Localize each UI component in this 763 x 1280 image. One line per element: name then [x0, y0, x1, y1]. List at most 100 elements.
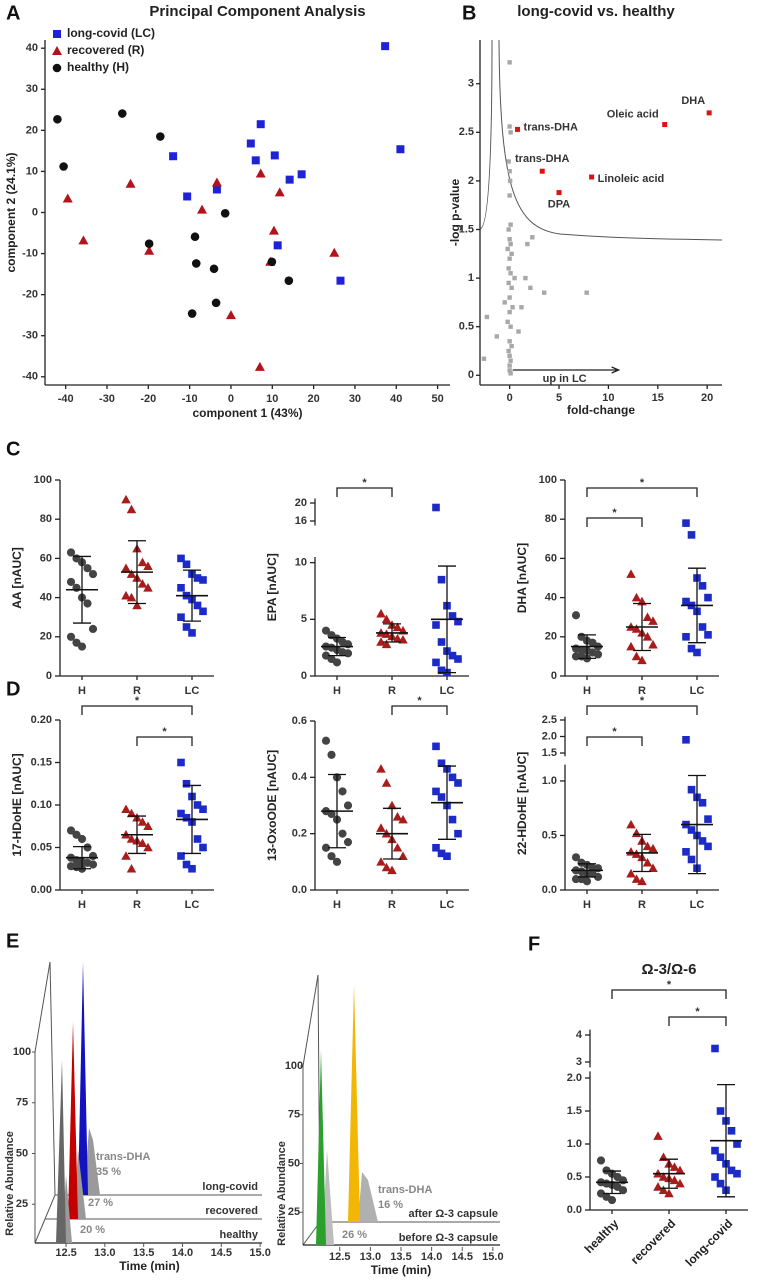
y-tick-label: 0.5	[459, 321, 474, 333]
point	[137, 579, 148, 588]
point	[392, 622, 403, 632]
y-tick-label: 1.5	[459, 223, 474, 235]
point	[191, 259, 201, 268]
point	[507, 295, 512, 300]
point	[506, 227, 511, 232]
point	[584, 290, 589, 295]
point	[648, 843, 658, 853]
y-axis-label: 17-HDoHE [nAUC]	[10, 753, 24, 856]
point	[733, 1140, 741, 1148]
y-tick-label: -10	[22, 247, 38, 259]
point	[190, 232, 200, 242]
point	[507, 60, 512, 65]
x-tick-label: 14.5	[211, 1247, 232, 1259]
point	[273, 241, 282, 250]
error-bar	[73, 555, 91, 624]
y-tick-label: 0.5	[542, 829, 557, 841]
point	[254, 361, 265, 371]
y-tick-label: 50	[16, 1147, 28, 1159]
point	[182, 860, 191, 869]
x-tick-label: H	[583, 899, 591, 911]
point	[88, 569, 98, 579]
point	[143, 583, 153, 592]
point	[484, 314, 490, 320]
y-tick-label: 1.5	[542, 747, 557, 759]
y-axis-label: component 2 (24.1%)	[4, 152, 18, 272]
significance-label: *	[667, 979, 672, 991]
point	[88, 860, 98, 869]
point	[448, 612, 457, 620]
point	[704, 631, 712, 639]
x-tick-label: R	[133, 899, 141, 911]
point	[454, 617, 462, 626]
error-bar	[603, 1170, 621, 1195]
point	[121, 804, 131, 814]
point	[437, 638, 446, 646]
point	[508, 324, 513, 329]
point	[506, 280, 511, 286]
x-tick-label: R	[638, 899, 646, 911]
point	[494, 334, 499, 339]
y-tick-label: 0	[551, 670, 557, 682]
point	[593, 872, 603, 881]
error-bar	[717, 1083, 735, 1198]
chart-title: Principal Component Analysis	[149, 3, 365, 20]
point	[381, 614, 392, 624]
threshold-curve	[498, 39, 723, 241]
point	[502, 300, 507, 305]
point	[716, 1179, 725, 1188]
point	[376, 608, 386, 618]
point	[687, 855, 696, 864]
x-tick-label: -40	[58, 393, 74, 405]
peak	[84, 1128, 100, 1195]
x-tick-label: H	[78, 899, 86, 911]
point	[448, 651, 457, 660]
x-tick-label: recovered	[628, 1216, 678, 1266]
point	[512, 275, 517, 281]
significance-label: *	[612, 507, 617, 519]
panel-label: A	[6, 2, 20, 24]
annotation: up in LC	[543, 373, 587, 385]
error-bar	[73, 846, 91, 870]
x-tick-label: 20	[307, 393, 319, 405]
y-tick-label: 20	[295, 497, 307, 509]
point	[225, 310, 236, 320]
y-tick-label: 40	[40, 592, 52, 604]
point-label: Linoleic acid	[598, 173, 665, 185]
point	[733, 1169, 741, 1178]
point	[251, 156, 260, 165]
significance-bracket	[336, 487, 393, 497]
x-tick-label: healthy	[582, 1216, 622, 1256]
point	[376, 857, 386, 866]
point	[448, 773, 457, 782]
point	[332, 857, 342, 866]
point	[72, 830, 81, 839]
significance-bracket	[586, 517, 643, 527]
point	[682, 736, 690, 744]
point	[626, 569, 636, 578]
point	[539, 168, 545, 174]
y-axis-label: 13-OxoODE [nAUC]	[265, 750, 279, 861]
significance-label: *	[612, 726, 617, 738]
x-tick-label: 13.5	[390, 1251, 411, 1263]
percent-label: 20 %	[80, 1224, 105, 1236]
point	[121, 563, 131, 572]
point	[183, 192, 192, 201]
point	[169, 152, 178, 161]
point	[571, 611, 581, 620]
x-tick-label: 5	[556, 392, 562, 404]
panel-label: E	[6, 930, 19, 952]
point	[398, 851, 408, 860]
point	[62, 193, 73, 203]
point	[528, 285, 533, 291]
y-tick-label: 25	[16, 1198, 28, 1210]
x-tick-label: 15.0	[482, 1251, 503, 1263]
y-tick-label: 40	[26, 42, 38, 54]
y-tick-label: -20	[22, 289, 38, 301]
point	[509, 251, 514, 257]
point	[698, 582, 707, 590]
panel-label: D	[6, 678, 20, 700]
point	[144, 245, 155, 255]
error-bar	[578, 863, 596, 878]
